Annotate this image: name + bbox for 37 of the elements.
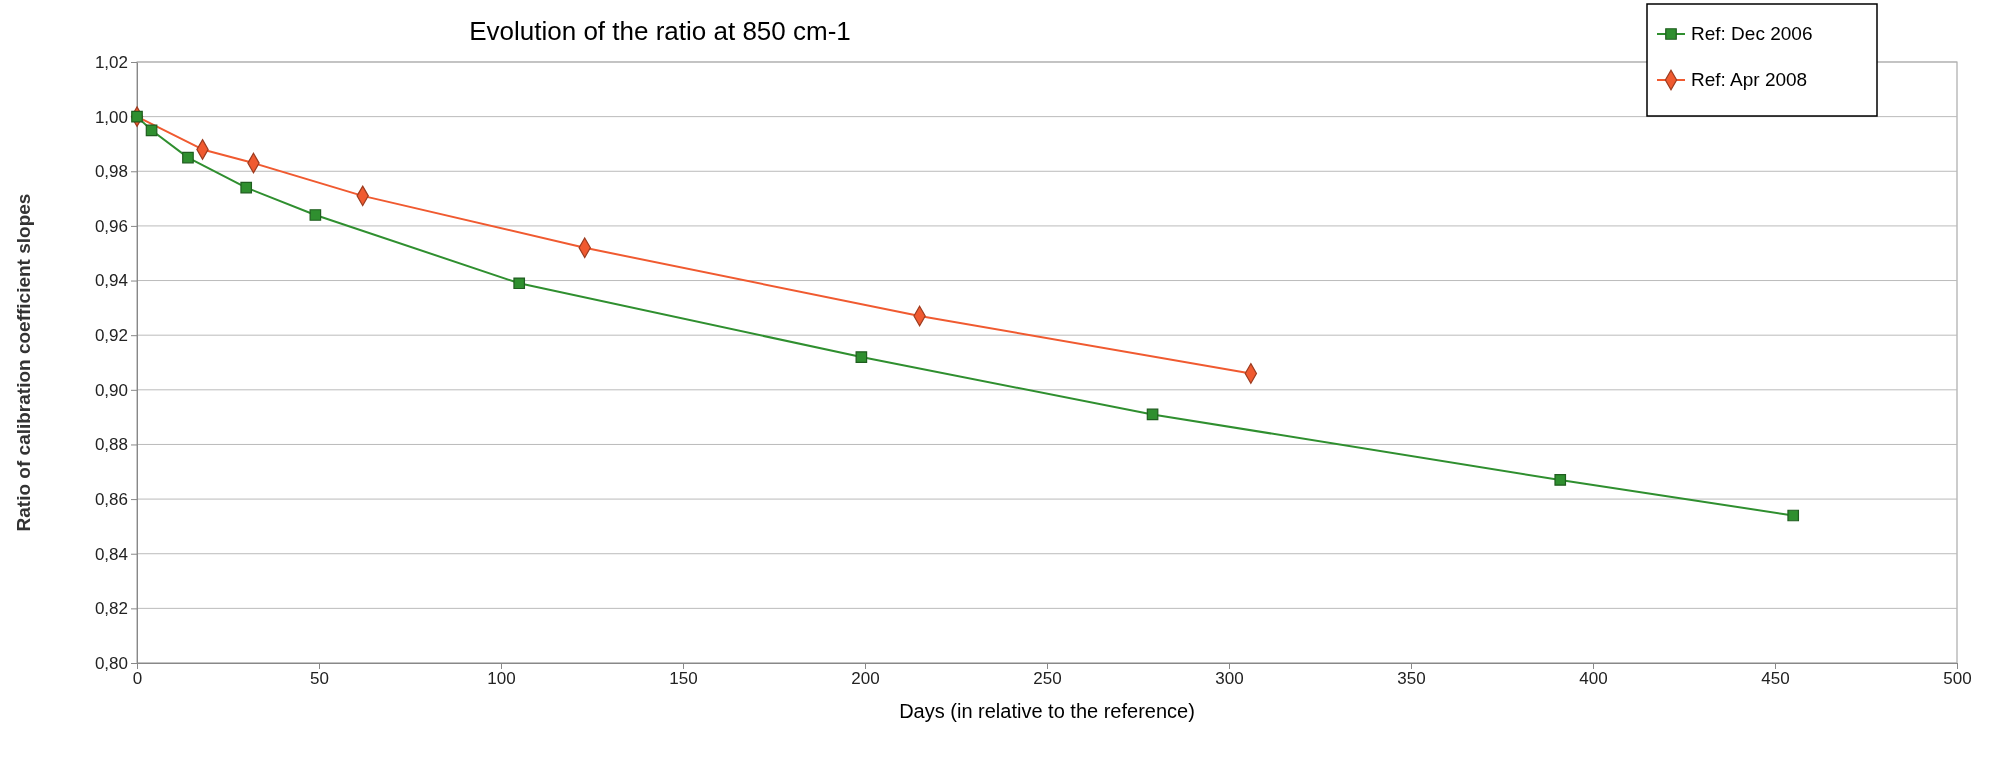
y-tick-label: 0,92 xyxy=(94,326,128,346)
point xyxy=(145,124,158,137)
x-tick-label: 300 xyxy=(1215,669,1244,689)
y-tick-label: 1,00 xyxy=(94,107,128,127)
x-tick-label: 50 xyxy=(310,669,329,689)
y-tick-label: 0,90 xyxy=(94,380,128,400)
x-axis-title: Days (in relative to the reference) xyxy=(899,700,1195,722)
point xyxy=(1554,474,1567,486)
x-tick-label: 150 xyxy=(669,669,698,689)
y-tick-label: 0,84 xyxy=(94,544,128,564)
y-tick-label: 0,86 xyxy=(94,490,128,510)
y-tick-label: 0,94 xyxy=(94,271,128,291)
x-tick-label: 350 xyxy=(1397,669,1426,689)
point xyxy=(513,277,526,290)
x-tick-label: 200 xyxy=(851,669,880,689)
y-tick-label: 0,80 xyxy=(94,653,128,673)
chart-title: Evolution of the ratio at 850 cm-1 xyxy=(469,16,851,46)
x-tick-label: 100 xyxy=(487,669,516,689)
y-tick-label: 0,98 xyxy=(94,162,128,182)
point xyxy=(182,151,194,164)
legend-label: Ref: Dec 2006 xyxy=(1691,23,1813,44)
x-tick-label: 400 xyxy=(1579,669,1608,689)
legend-label: Ref: Apr 2008 xyxy=(1691,69,1808,90)
x-tick-label: 500 xyxy=(1943,669,1972,689)
y-tick-label: 0,88 xyxy=(94,435,128,455)
y-axis-title: Ratio of calibration coefficient slopes xyxy=(13,193,34,532)
x-tick-label: 250 xyxy=(1033,669,1062,689)
point xyxy=(1787,509,1800,522)
point xyxy=(1146,408,1159,421)
x-tick-label: 0 xyxy=(132,669,143,689)
y-tick-label: 1,02 xyxy=(94,52,128,72)
point xyxy=(309,209,322,221)
point xyxy=(240,181,253,194)
x-tick-label: 450 xyxy=(1761,669,1790,689)
point xyxy=(855,351,868,363)
y-tick-label: 0,82 xyxy=(94,599,128,619)
y-tick-label: 0,96 xyxy=(94,216,128,236)
